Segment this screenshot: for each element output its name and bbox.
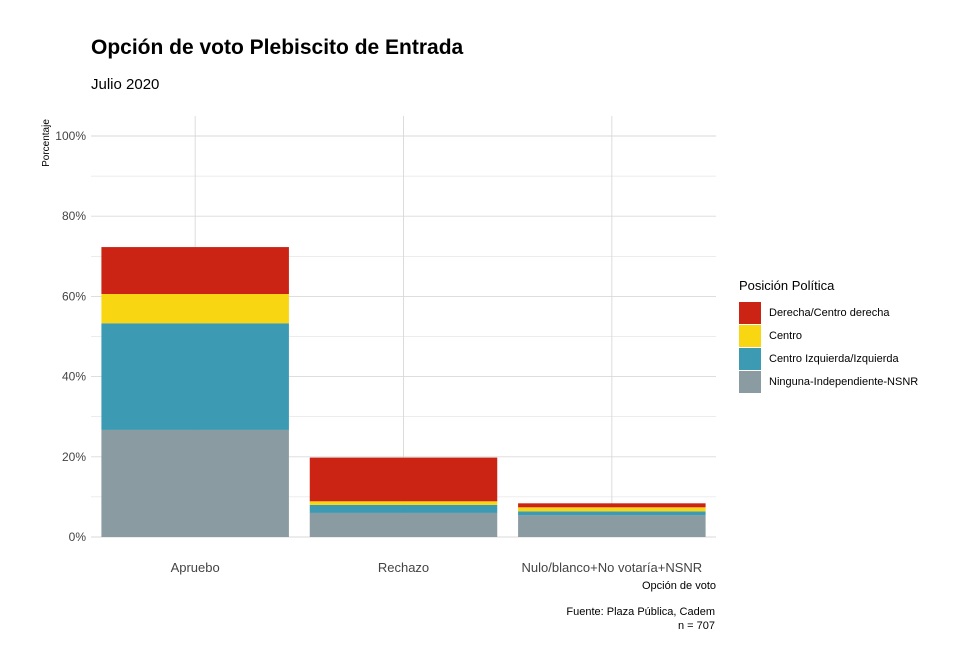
bar-segment	[518, 511, 706, 516]
y-tick-label: 60%	[62, 289, 86, 303]
bar-segment	[101, 293, 289, 324]
caption-source: Fuente: Plaza Pública, Cadem	[566, 606, 715, 618]
y-tick-label: 40%	[62, 370, 86, 384]
x-tick-label: Nulo/blanco+No votaría+NSNR	[522, 560, 703, 575]
legend-items: Derecha/Centro derecha Centro Centro Izqui…	[739, 301, 918, 393]
bar-segment	[101, 323, 289, 430]
caption-sample-size: n = 707	[677, 620, 715, 632]
y-axis-label: Porcentaje	[41, 119, 52, 167]
bar-segment	[309, 457, 498, 502]
legend-swatch	[739, 347, 761, 370]
bar-segment	[518, 503, 706, 508]
y-tick-label: 20%	[62, 450, 86, 464]
x-axis-label: Opción de voto	[642, 580, 716, 592]
bar-segment	[309, 501, 498, 505]
legend-item: Centro Izquierda/Izquierda	[739, 347, 918, 370]
bar-segment	[309, 512, 498, 537]
chart-subtitle: Julio 2020	[91, 76, 160, 93]
bar-segment	[101, 247, 289, 294]
legend-label: Centro	[769, 329, 803, 342]
bar-segment	[518, 507, 706, 512]
bar-segment	[309, 504, 498, 513]
y-tick-labels: 0% 20% 40% 60% 80% 100%	[55, 129, 86, 544]
bar-segment	[518, 515, 706, 537]
legend-title: Posición Política	[739, 278, 835, 293]
bars	[101, 247, 706, 537]
x-tick-label: Rechazo	[378, 560, 429, 575]
y-tick-label: 0%	[69, 530, 87, 544]
legend-swatch	[739, 324, 761, 347]
legend-item: Derecha/Centro derecha	[739, 301, 918, 324]
legend-item: Ninguna-Independiente-NSNR	[739, 370, 918, 393]
legend-item: Centro	[739, 324, 918, 347]
y-tick-label: 100%	[55, 129, 86, 143]
legend-swatch	[739, 301, 761, 324]
legend-label: Ninguna-Independiente-NSNR	[769, 375, 919, 388]
bar-segment	[101, 429, 289, 537]
caption: Fuente: Plaza Pública, Cadem n = 707	[566, 605, 715, 633]
legend-swatch	[739, 370, 761, 393]
legend-label: Centro Izquierda/Izquierda	[769, 352, 899, 365]
x-tick-labels: Apruebo Rechazo Nulo/blanco+No votaría+NSN…	[171, 560, 703, 575]
legend: Posición Política Derecha/Centro derecha…	[739, 278, 918, 393]
legend-label: Derecha/Centro derecha	[769, 306, 890, 319]
y-tick-label: 80%	[62, 209, 86, 223]
chart-title: Opción de voto Plebiscito de Entrada	[91, 36, 464, 59]
x-tick-label: Apruebo	[171, 560, 220, 575]
